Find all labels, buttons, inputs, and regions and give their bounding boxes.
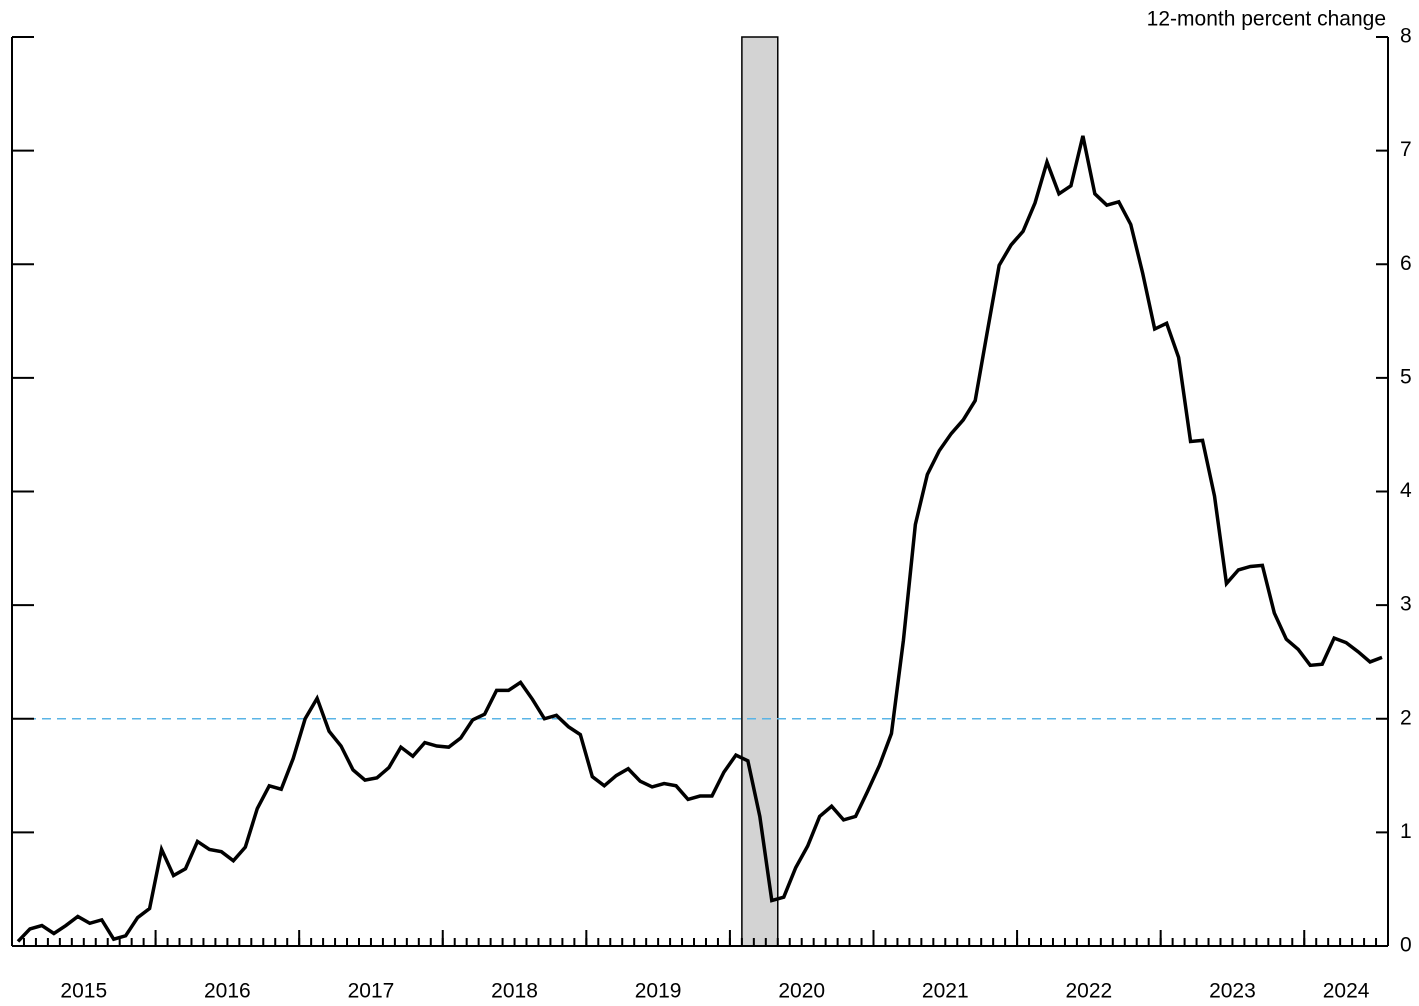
y-tick-label: 8	[1400, 25, 1412, 48]
x-tick-label: 2019	[635, 980, 682, 1003]
y-tick-label: 6	[1400, 252, 1412, 275]
x-tick-label: 2017	[348, 980, 395, 1003]
y-tick-label: 4	[1400, 479, 1412, 502]
x-tick-label: 2020	[778, 980, 825, 1003]
x-tick-label: 2022	[1066, 980, 1113, 1003]
x-tick-label: 2018	[491, 980, 538, 1003]
data-line	[16, 135, 1383, 943]
y-tick-label: 0	[1400, 934, 1412, 957]
y-tick-label: 2	[1400, 706, 1412, 729]
x-tick-label: 2023	[1209, 980, 1256, 1003]
axis-label: 12-month percent change	[1147, 8, 1386, 31]
x-tick-label: 2015	[60, 980, 107, 1003]
y-tick-label: 1	[1400, 820, 1412, 843]
y-tick-label: 3	[1400, 593, 1412, 616]
x-tick-label: 2016	[204, 980, 251, 1003]
x-tick-label: 2024	[1323, 980, 1370, 1003]
y-tick-label: 5	[1400, 365, 1412, 388]
recession-band	[741, 36, 779, 947]
x-tick-label: 2021	[922, 980, 969, 1003]
y-tick-label: 7	[1400, 138, 1412, 161]
